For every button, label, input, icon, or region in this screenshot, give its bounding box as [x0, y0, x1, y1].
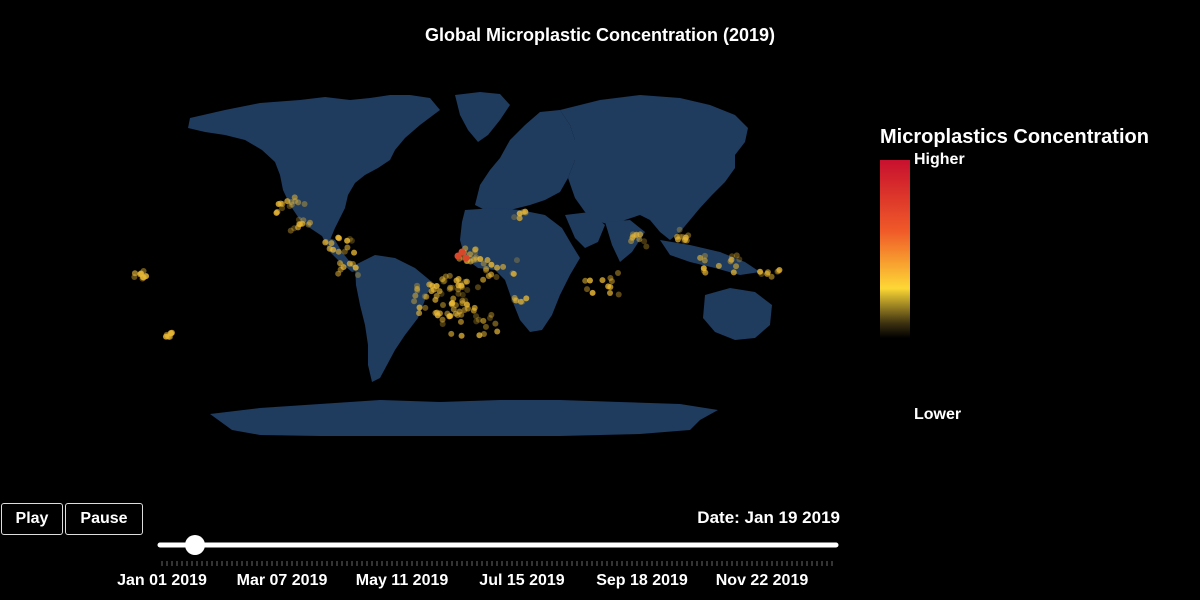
current-date-label: Date: Jan 19 2019: [697, 508, 840, 527]
play-button[interactable]: Play: [1, 503, 63, 535]
slider-tick-label: Nov 22 2019: [715, 572, 809, 589]
africa: [460, 208, 580, 332]
pause-button[interactable]: Pause: [65, 503, 143, 535]
page-title: Global Microplastic Concentration (2019): [424, 25, 776, 45]
legend-title: Microplastics Concentration: [880, 126, 1149, 148]
australia: [703, 288, 772, 340]
slider-tick-label: May 11 2019: [355, 572, 449, 589]
north-america: [188, 95, 440, 240]
legend-high-label: Higher: [914, 151, 965, 168]
asia: [560, 95, 748, 240]
slider-tick-label: Jan 01 2019: [117, 572, 207, 589]
slider-minor-ticks: [161, 561, 833, 566]
concentration-hexes: [131, 194, 783, 340]
greenland: [455, 92, 510, 142]
europe: [475, 110, 575, 215]
india: [605, 220, 645, 262]
slider-tick-label: Mar 07 2019: [236, 572, 328, 589]
slider-handle[interactable]: [185, 535, 205, 555]
arabia: [565, 212, 605, 248]
south-america: [355, 255, 432, 382]
antarctica: [210, 400, 718, 436]
legend-color-scale: [880, 160, 910, 338]
slider-tick-label: Jul 15 2019: [479, 572, 565, 589]
legend-low-label: Lower: [914, 406, 962, 423]
slider-tick-label: Sep 18 2019: [596, 572, 688, 589]
